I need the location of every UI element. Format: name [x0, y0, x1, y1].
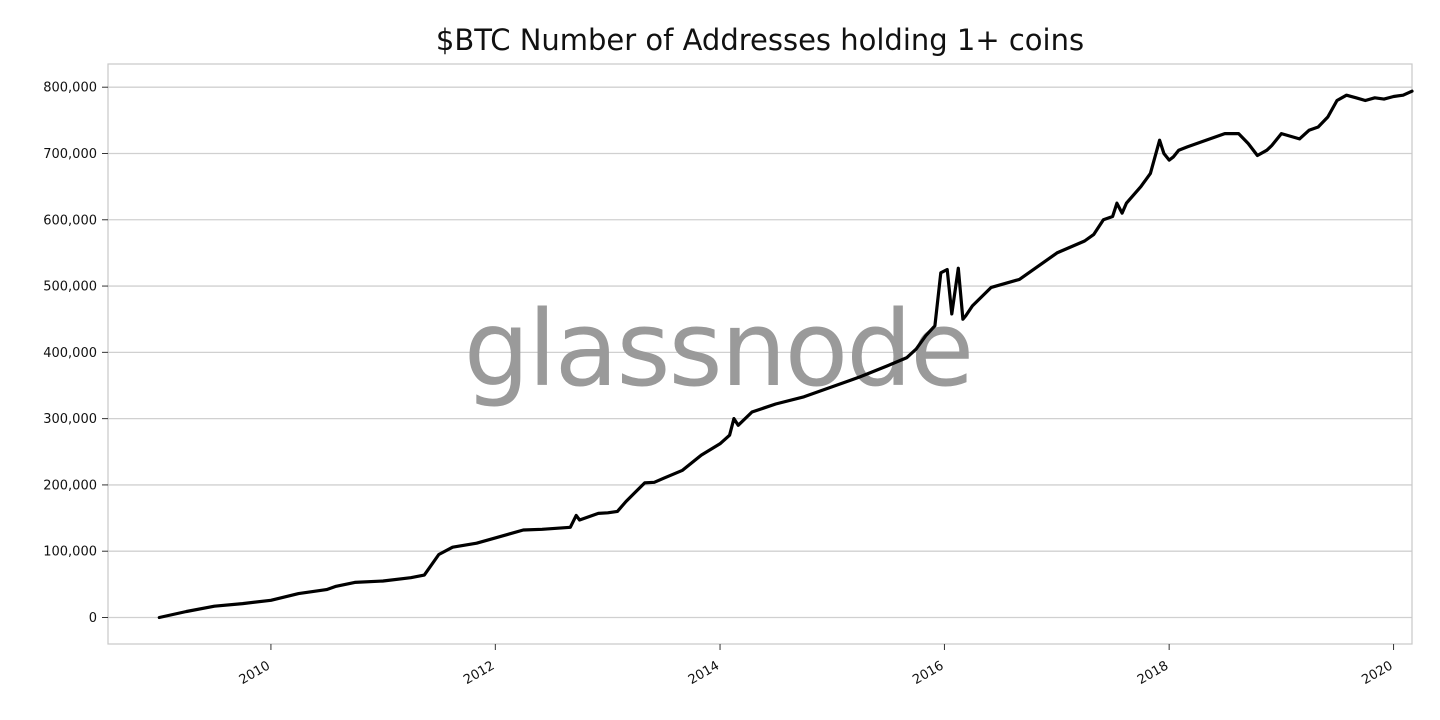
y-tick-label: 100,000 — [43, 545, 97, 560]
x-tick-label: 2018 — [1135, 658, 1171, 688]
series-layer — [157, 89, 1414, 620]
y-tick-label: 600,000 — [43, 213, 97, 228]
y-tick-label: 0 — [89, 611, 97, 626]
grid-lines — [108, 86, 1412, 619]
x-tick-label: 2016 — [910, 658, 946, 688]
glassnode-watermark: glassnode — [464, 288, 973, 410]
plot-area-frame — [107, 63, 1413, 645]
x-tick-label: 2020 — [1359, 658, 1395, 688]
x-tick-label: 2012 — [461, 658, 497, 688]
x-tick-label: 2014 — [686, 658, 722, 688]
y-tick-label: 500,000 — [43, 280, 97, 295]
chart-title: $BTC Number of Addresses holding 1+ coin… — [436, 23, 1084, 57]
y-tick-label: 400,000 — [43, 346, 97, 361]
x-tick-label: 2010 — [237, 658, 273, 688]
series-line — [157, 89, 1414, 620]
x-axis-ticks: 2010 2012 2014 2016 2018 2020 — [237, 644, 1396, 688]
y-tick-label: 200,000 — [43, 478, 97, 493]
y-tick-label: 800,000 — [43, 81, 97, 96]
y-tick-label: 700,000 — [43, 147, 97, 162]
y-axis-ticks: 0 100,000 200,000 300,000 400,000 500,000 600,… — [43, 81, 108, 626]
y-tick-label: 300,000 — [43, 412, 97, 427]
